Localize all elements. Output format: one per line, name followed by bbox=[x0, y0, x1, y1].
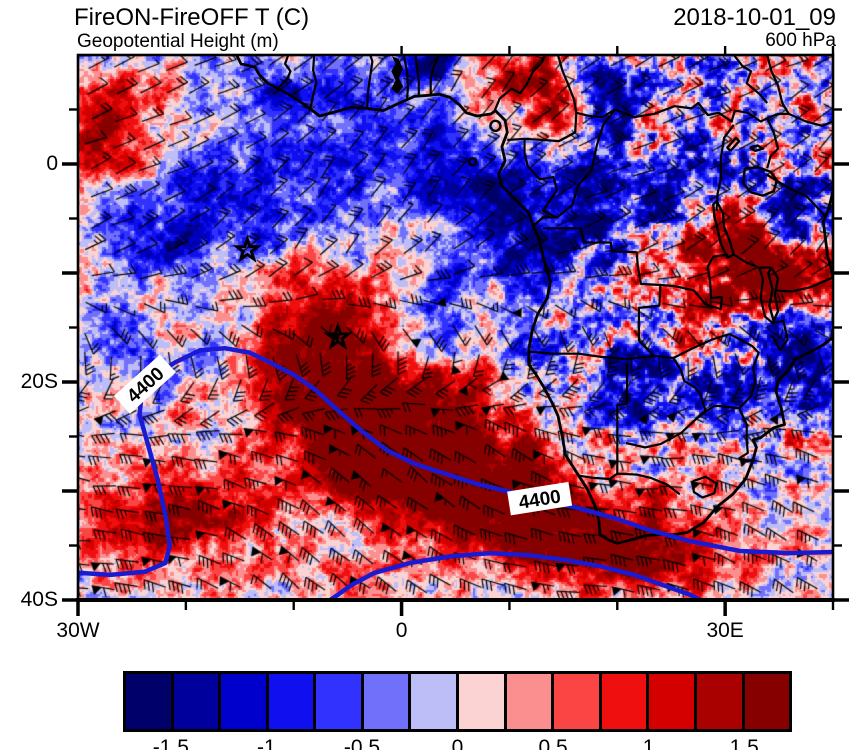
country-border bbox=[429, 55, 441, 95]
colorbar-cell bbox=[598, 674, 647, 729]
colorbar-cell bbox=[170, 674, 219, 729]
country-border bbox=[732, 55, 769, 104]
colorbar-cell bbox=[313, 674, 361, 729]
colorbar-tick-label: -1 bbox=[257, 736, 276, 750]
country-border bbox=[542, 227, 662, 357]
contour-4400 bbox=[328, 550, 703, 600]
country-border bbox=[308, 55, 318, 111]
colorbar-tick-label: 0.5 bbox=[538, 736, 568, 750]
country-border bbox=[714, 333, 760, 410]
y-axis-tick-label: 40S bbox=[20, 588, 58, 611]
country-border bbox=[625, 405, 715, 449]
coastline bbox=[235, 55, 833, 545]
island bbox=[489, 119, 502, 133]
colorbar-cell bbox=[503, 674, 552, 729]
temperature-difference-field bbox=[78, 55, 833, 600]
x-axis-tick-label: 30W bbox=[56, 619, 100, 642]
lake-outline bbox=[712, 200, 735, 259]
lake-volta bbox=[391, 56, 404, 94]
colorbar-cell bbox=[126, 674, 171, 729]
lake-outline bbox=[749, 144, 765, 153]
colorbar-cell bbox=[408, 674, 457, 729]
country-border bbox=[766, 55, 790, 115]
lake-outline bbox=[767, 266, 780, 323]
x-axis-tick-label: 30E bbox=[706, 619, 744, 642]
country-border bbox=[715, 179, 722, 211]
colorbar bbox=[123, 671, 792, 732]
country-border bbox=[507, 112, 578, 143]
country-border bbox=[532, 108, 616, 227]
page-title: FireON-FireOFF T (C) bbox=[74, 4, 310, 31]
y-axis-tick-label: 20S bbox=[20, 370, 58, 393]
country-border bbox=[758, 268, 789, 352]
country-border bbox=[616, 363, 629, 474]
country-border bbox=[774, 276, 833, 293]
colorbar-tick-label: 1.5 bbox=[729, 736, 759, 750]
colorbar-cell bbox=[741, 674, 790, 729]
x-axis-tick-label: 0 bbox=[395, 619, 408, 642]
colorbar-tick-label: -0.5 bbox=[343, 736, 381, 750]
lake-outline bbox=[726, 136, 741, 152]
contour-4400 bbox=[78, 345, 833, 578]
country-border bbox=[766, 117, 780, 169]
datetime-label: 2018-10-01_09 bbox=[673, 4, 836, 31]
contour-label: 4400 bbox=[113, 354, 176, 414]
colorbar-cell bbox=[218, 674, 266, 729]
country-border bbox=[528, 350, 674, 361]
colorbar-cell bbox=[646, 674, 694, 729]
country-border bbox=[414, 55, 420, 97]
island bbox=[468, 157, 478, 167]
colorbar-cell bbox=[693, 674, 742, 729]
country-border bbox=[493, 55, 547, 113]
y-axis-tick-label: 0 bbox=[46, 152, 58, 175]
subtitle-variable: Geopotential Height (m) bbox=[77, 31, 283, 53]
country-border bbox=[719, 124, 735, 180]
lake-outline bbox=[742, 166, 779, 197]
country-border bbox=[578, 472, 681, 496]
star-marker bbox=[232, 234, 263, 263]
country-border bbox=[660, 253, 729, 311]
star-marker bbox=[323, 321, 353, 350]
country-border bbox=[276, 55, 292, 90]
country-border bbox=[691, 475, 718, 499]
colorbar-cell bbox=[456, 674, 504, 729]
country-border bbox=[366, 55, 374, 109]
contour-label: 4400 bbox=[507, 481, 573, 516]
pressure-level-label: 600 hPa bbox=[761, 30, 836, 52]
country-border bbox=[672, 332, 730, 359]
country-border bbox=[402, 55, 410, 101]
country-border bbox=[556, 55, 833, 127]
colorbar-tick-label: 0 bbox=[451, 736, 464, 750]
geopotential-contours bbox=[78, 345, 833, 600]
country-border bbox=[672, 357, 707, 412]
colorbar-cell bbox=[360, 674, 409, 729]
geography-layer bbox=[235, 55, 833, 545]
country-border bbox=[738, 407, 754, 463]
country-border bbox=[523, 138, 559, 219]
axis-ticks bbox=[62, 46, 849, 616]
colorbar-cell bbox=[265, 674, 314, 729]
coastline bbox=[821, 190, 833, 278]
country-border bbox=[766, 173, 826, 216]
colorbar-tick-label: -1.5 bbox=[152, 736, 189, 750]
colorbar-tick-label: 1 bbox=[642, 736, 655, 750]
plot-frame bbox=[76, 53, 835, 602]
country-border bbox=[733, 253, 772, 269]
colorbar-cell bbox=[551, 674, 599, 729]
